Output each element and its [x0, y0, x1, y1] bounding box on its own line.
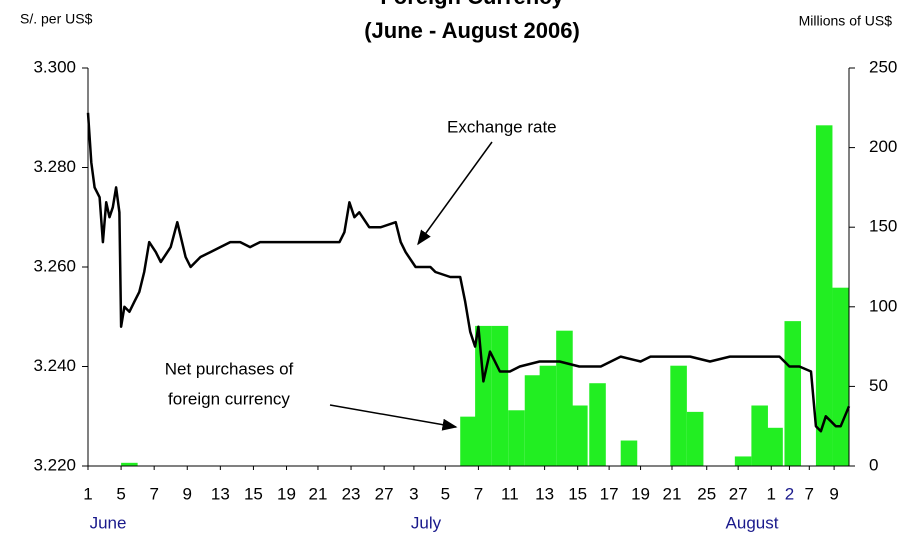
bar: [460, 416, 477, 466]
x-tick-label: 5: [441, 484, 450, 503]
x-tick-label: 9: [829, 484, 838, 503]
y-axis-label: S/. per US$: [20, 11, 93, 27]
x-tick-label: 13: [211, 484, 230, 503]
bar: [751, 405, 768, 466]
x-tick-label: 5: [116, 484, 125, 503]
x-tick-label: 7: [474, 484, 483, 503]
x-tick-label: 21: [663, 484, 682, 503]
x-tick-label: 2: [785, 484, 794, 503]
x-tick-label: 9: [183, 484, 192, 503]
annotation: Net purchases of: [165, 359, 294, 378]
bar: [491, 325, 509, 466]
annotation-arrow: [417, 141, 493, 246]
x-tick-label: 15: [244, 484, 263, 503]
month-label: July: [411, 513, 442, 532]
y-tick-label: 3.240: [33, 356, 76, 375]
y2-tick-label: 50: [869, 376, 888, 395]
annotation: Exchange rate: [447, 117, 557, 136]
y2-tick-label: 150: [869, 217, 897, 236]
bar: [734, 456, 752, 466]
bar: [670, 365, 687, 466]
x-tick-label: 23: [342, 484, 361, 503]
bar: [832, 287, 849, 466]
x-tick-label: 21: [308, 484, 327, 503]
bar: [121, 462, 138, 466]
x-tick-label: 7: [805, 484, 814, 503]
bar: [784, 321, 802, 466]
bar: [475, 325, 492, 466]
line: [86, 112, 851, 433]
bar: [556, 330, 573, 466]
bar: [524, 375, 542, 466]
x-tick-label: 17: [600, 484, 619, 503]
x-tick-label: 3: [409, 484, 418, 503]
annotation: foreign currency: [168, 389, 290, 408]
y2-axis-label: Millions of US$: [799, 13, 893, 29]
bar: [571, 405, 588, 466]
y2-tick-label: 250: [869, 57, 897, 76]
chart-title: Foreign Currency: [380, 0, 564, 9]
x-tick-label: 13: [535, 484, 554, 503]
x-tick-label: 27: [729, 484, 748, 503]
bar: [589, 383, 606, 466]
x-tick-label: 19: [631, 484, 650, 503]
x-tick-label: 19: [277, 484, 296, 503]
annotation-arrow: [329, 404, 458, 431]
x-tick-label: 25: [697, 484, 716, 503]
y2-tick-label: 100: [869, 296, 897, 315]
month-label: August: [726, 513, 779, 532]
y2-tick-label: 200: [869, 137, 897, 156]
x-tick-label: 7: [149, 484, 158, 503]
y-tick-label: 3.260: [33, 256, 76, 275]
x-tick-label: 15: [568, 484, 587, 503]
chart-subtitle: (June - August 2006): [364, 18, 580, 43]
x-tick-label: 1: [767, 484, 776, 503]
bar: [766, 427, 783, 466]
x-tick-label: 11: [501, 484, 519, 503]
x-tick-label: 27: [375, 484, 394, 503]
y-tick-label: 3.280: [33, 157, 76, 176]
y-tick-label: 3.220: [33, 455, 76, 474]
bar: [508, 410, 525, 466]
bar: [686, 411, 704, 466]
y2-tick-label: 0: [869, 455, 878, 474]
bar: [539, 365, 557, 466]
y-tick-label: 3.300: [33, 57, 76, 76]
bar: [620, 440, 638, 466]
bar: [815, 125, 833, 466]
month-label: June: [90, 513, 127, 532]
x-tick-label: 1: [83, 484, 92, 503]
